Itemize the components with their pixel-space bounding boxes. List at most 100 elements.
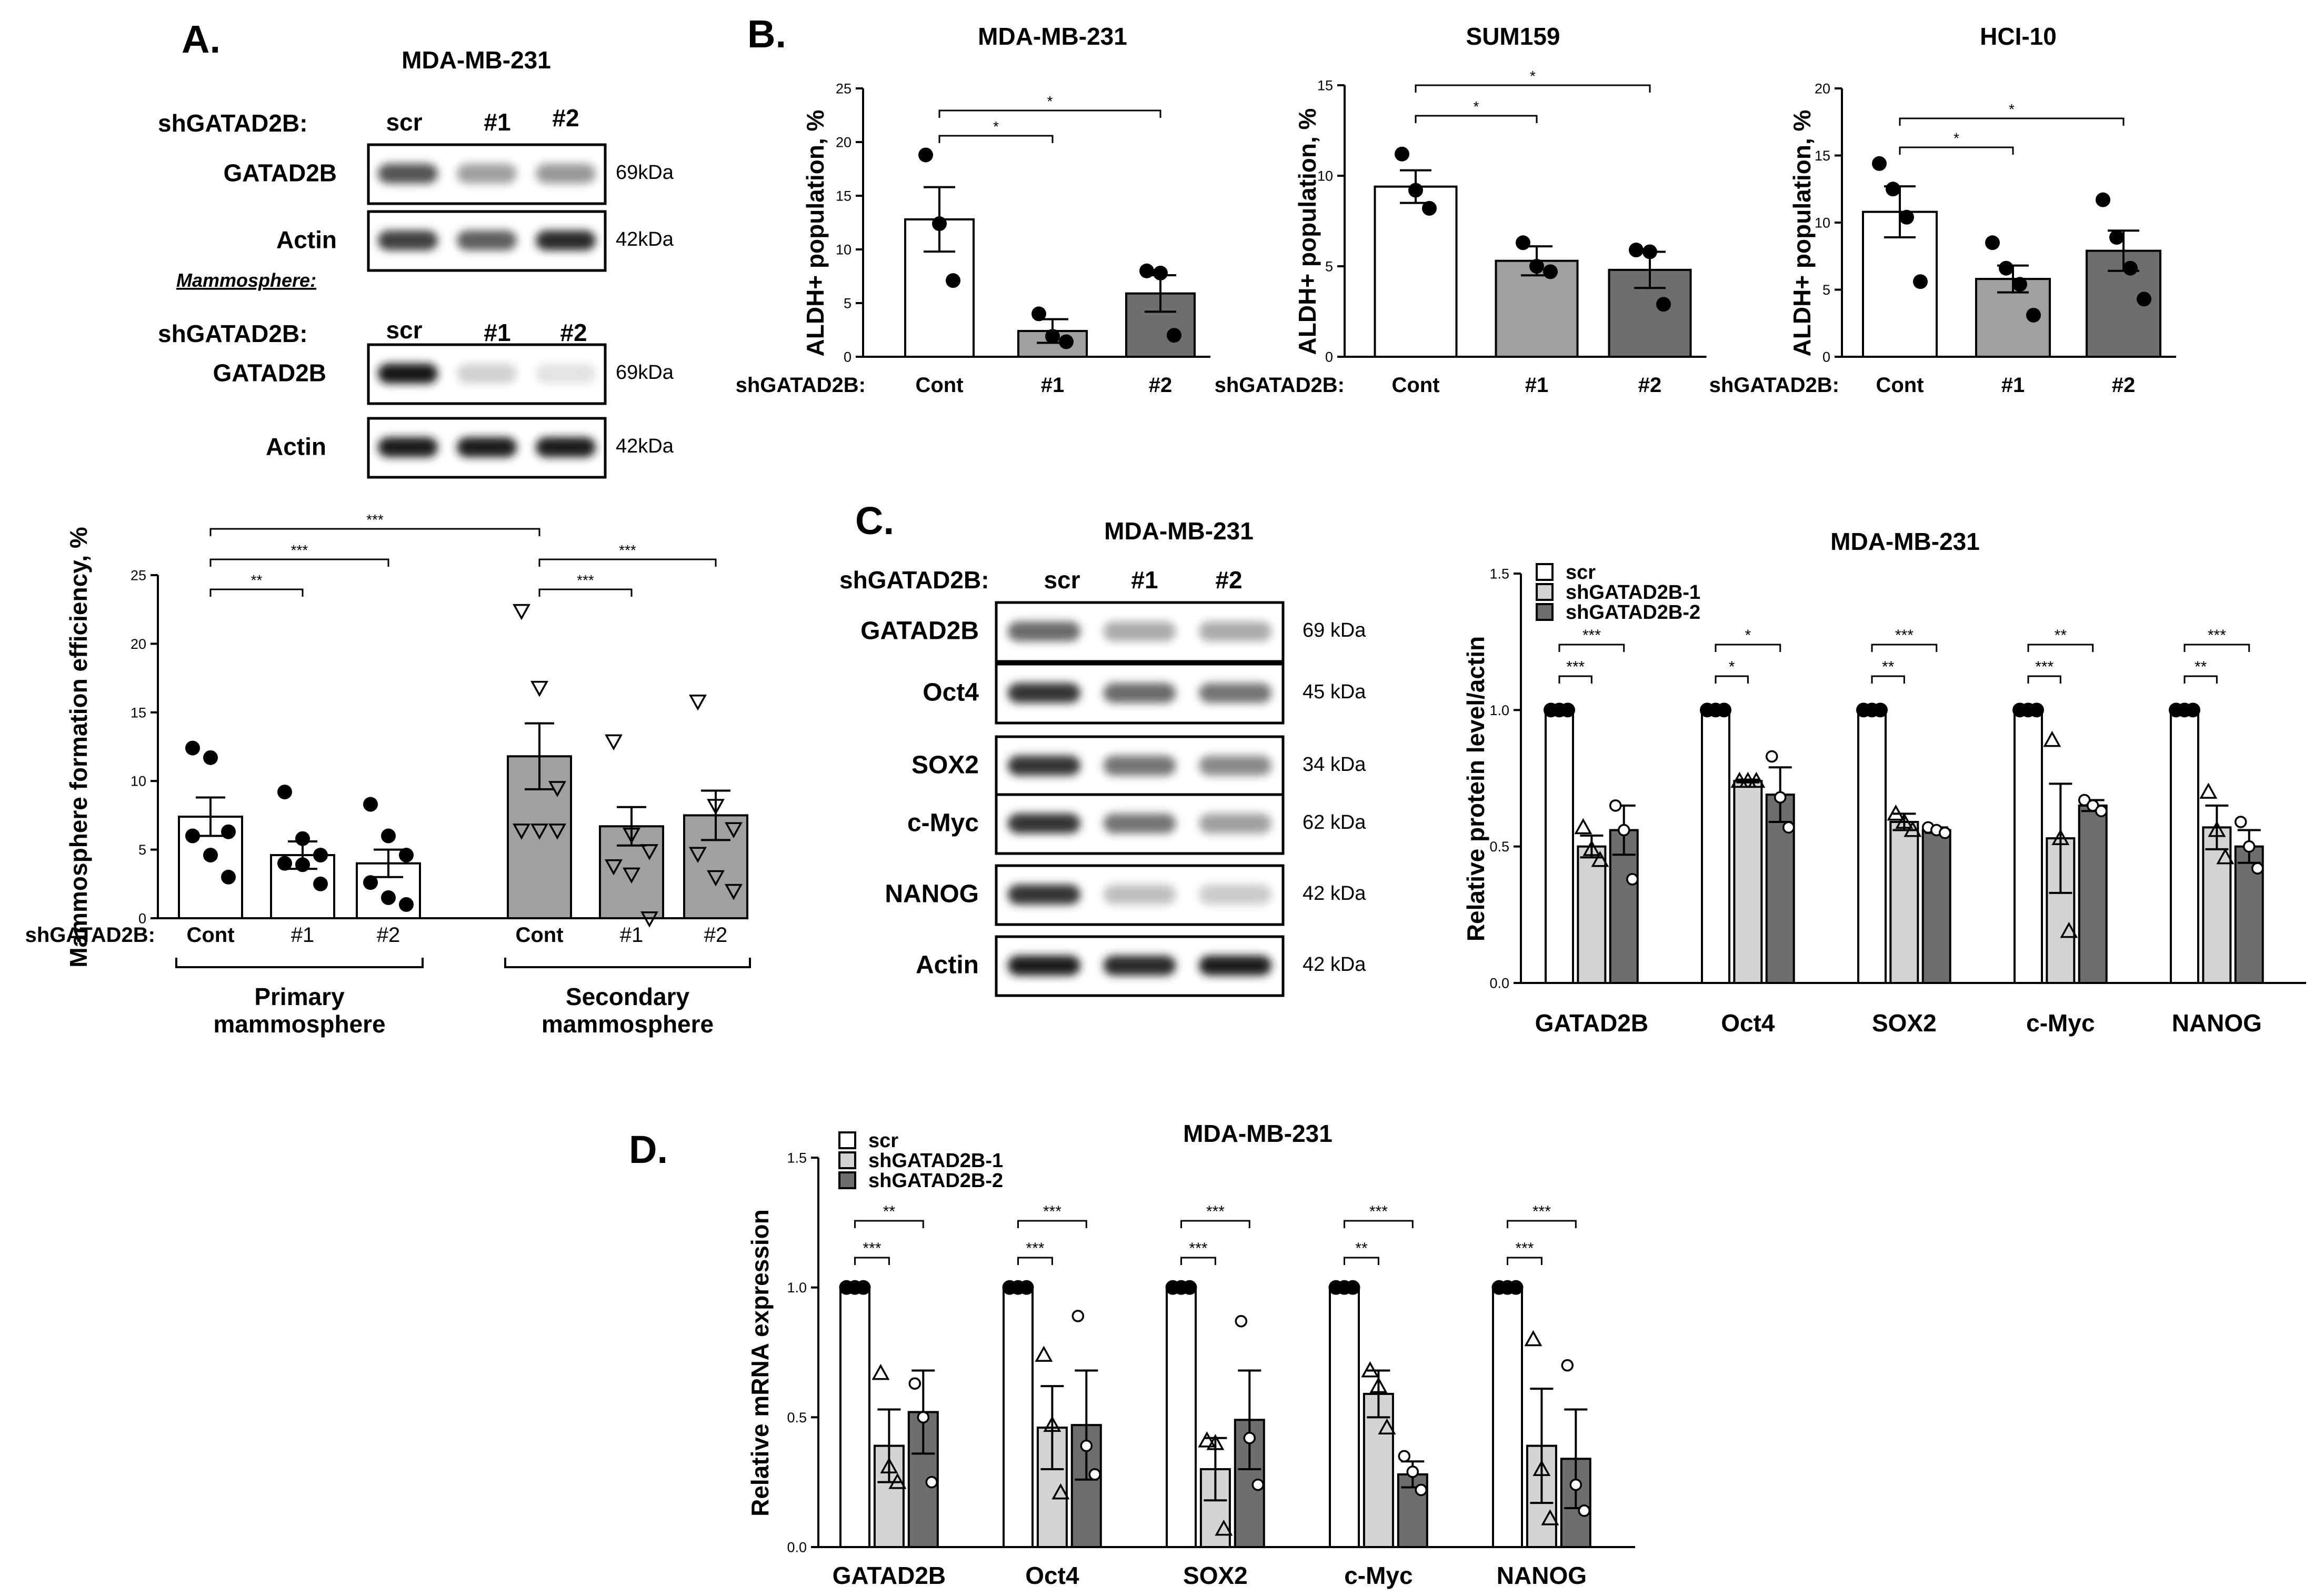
chartC-category-label: SOX2 — [1872, 1009, 1937, 1037]
chartD-sig — [1344, 1220, 1414, 1228]
chartB0-point — [946, 273, 960, 288]
chart-a-point — [605, 859, 623, 876]
chartD-point — [1569, 1478, 1582, 1491]
chartC-point — [1591, 850, 1609, 867]
chartB0-x-label: Cont — [915, 374, 963, 397]
chartD-point — [856, 1280, 871, 1295]
chartC-point — [2095, 805, 2108, 817]
blot-a: MDA-MB-231 shGATAD2B: scr #1 #2 Mammosph… — [158, 46, 674, 479]
chart-a-point — [725, 822, 743, 839]
chartB2-tick-label: 5 — [1822, 282, 1830, 298]
chart-a-point — [689, 847, 707, 864]
chartC-point — [2234, 816, 2247, 828]
chart-a-sig-label: *** — [619, 542, 636, 558]
blot-c-0-label: GATAD2B — [860, 617, 979, 645]
chart-d-mrna: MDA-MB-231 0.0 0.5 1.0 1.5 Relative mRNA expr… — [746, 1120, 1635, 1589]
chartC-sig — [1871, 675, 1905, 684]
chart-a-point — [707, 870, 725, 887]
chart-a-point — [203, 750, 218, 765]
chart-a-point — [363, 875, 378, 890]
chartB2-tick-label: 0 — [1822, 349, 1830, 365]
chartB2-tick-label: 15 — [1815, 148, 1830, 164]
chartC-bar — [1701, 709, 1730, 985]
chartB1-sig-label: * — [1474, 98, 1479, 115]
chartD-bar — [1329, 1286, 1360, 1549]
chartC-bar — [1857, 709, 1887, 985]
chart-a-point — [277, 785, 292, 800]
blot-c-4-band — [1103, 884, 1176, 905]
blot-c-0-kda: 69 kDa — [1303, 619, 1366, 641]
chartD-point — [1035, 1346, 1053, 1362]
blot-c-1-band — [1007, 682, 1080, 703]
chart-a-point — [530, 680, 548, 697]
chartD-point — [1378, 1418, 1396, 1435]
chart-a-sig — [209, 588, 304, 597]
chartC-sig-label: ** — [1882, 658, 1895, 676]
chartB1-point — [1516, 235, 1530, 250]
chart-a-point — [277, 856, 292, 871]
chartB0-row-label: shGATAD2B: — [736, 374, 866, 397]
chartD-point — [1215, 1519, 1233, 1536]
chartB2-sig — [1899, 117, 2125, 126]
chartC-legend-label: shGATAD2B-1 — [1566, 581, 1700, 604]
chartB2-point — [2109, 230, 2124, 245]
chartC-point — [1617, 824, 1630, 837]
chart-a-point — [381, 828, 396, 844]
chartD-point — [1361, 1361, 1379, 1378]
chartB0-point — [1139, 263, 1154, 278]
chartC-legend-label: scr — [1566, 561, 1596, 584]
chartD-tick-label: 1.0 — [787, 1280, 807, 1296]
chartC-point — [2078, 794, 2091, 807]
chartB1-sig-label: * — [1530, 68, 1536, 84]
chartD-tick-label: 1.5 — [787, 1150, 807, 1166]
chart-a-x-label: Cont — [186, 924, 234, 947]
chartD-point — [1206, 1434, 1225, 1450]
chartD-sig-label: *** — [1532, 1203, 1551, 1220]
chartD-category-label: c-Myc — [1344, 1562, 1413, 1589]
chartB2-tick-label: 10 — [1815, 215, 1830, 230]
blot-c-1-band — [1103, 682, 1176, 703]
blot-c-lane-1: scr — [1044, 566, 1080, 594]
chartD-sig-label: *** — [1189, 1240, 1207, 1257]
chartD-legend-swatch — [838, 1171, 856, 1189]
blot-c-0-band — [1103, 621, 1176, 641]
chart-a-tick-label: 20 — [131, 636, 146, 652]
blot-c-1-label: Oct4 — [923, 678, 979, 706]
blot-a1-0-band — [378, 163, 438, 184]
chart-a-ylabel: Mammosphere formation efficiency, % — [65, 527, 92, 968]
chartC-sig — [2027, 675, 2061, 684]
chartD-bar — [1003, 1286, 1034, 1549]
blot-c-5-label: Actin — [916, 951, 979, 979]
chartD-sig-label: *** — [863, 1240, 881, 1257]
chart-a-point — [399, 897, 414, 912]
chartB2-point — [2096, 192, 2110, 207]
chartB0-tick-label: 0 — [844, 349, 852, 365]
blot-a1-0-label: GATAD2B — [223, 159, 337, 186]
chart-a-sig — [209, 558, 389, 567]
blot-c-2-label: SOX2 — [911, 751, 979, 779]
chartD-point — [1398, 1450, 1411, 1463]
chartC-sig — [1558, 675, 1592, 684]
blot-c-5-band — [1199, 955, 1272, 976]
chartD-tick-label: 0.0 — [787, 1539, 807, 1555]
chartD-legend-label: scr — [868, 1130, 898, 1152]
chartB0-point — [918, 147, 933, 163]
chart-a-tick-label: 5 — [138, 842, 146, 858]
chartC-sig — [1715, 675, 1749, 684]
blot-a-row-label-2: shGATAD2B: — [158, 320, 308, 347]
chartD-sig-label: ** — [1355, 1240, 1368, 1257]
chart-a-row-label: shGATAD2B: — [25, 924, 155, 947]
chartC-tick-label: 0.0 — [1489, 975, 1509, 991]
chartB2-sig-label: * — [2009, 101, 2015, 117]
chartD-point — [925, 1475, 938, 1489]
chartB2-sig-label: * — [1954, 130, 1959, 146]
blot-a2-1-band — [378, 437, 438, 457]
chartB0-tick-label: 25 — [836, 81, 852, 96]
chart-a-point — [689, 694, 707, 711]
blot-c-1-kda: 45 kDa — [1303, 681, 1366, 703]
chart-b-mda-mb-231: MDA-MB-231 0 5 10 15 20 25 ALDH+ population, % s… — [736, 23, 1210, 397]
chartC-bar — [2170, 709, 2199, 985]
chartB0-sig — [938, 109, 1161, 118]
chart-a-point — [548, 824, 566, 840]
chartD-sig — [854, 1257, 890, 1265]
